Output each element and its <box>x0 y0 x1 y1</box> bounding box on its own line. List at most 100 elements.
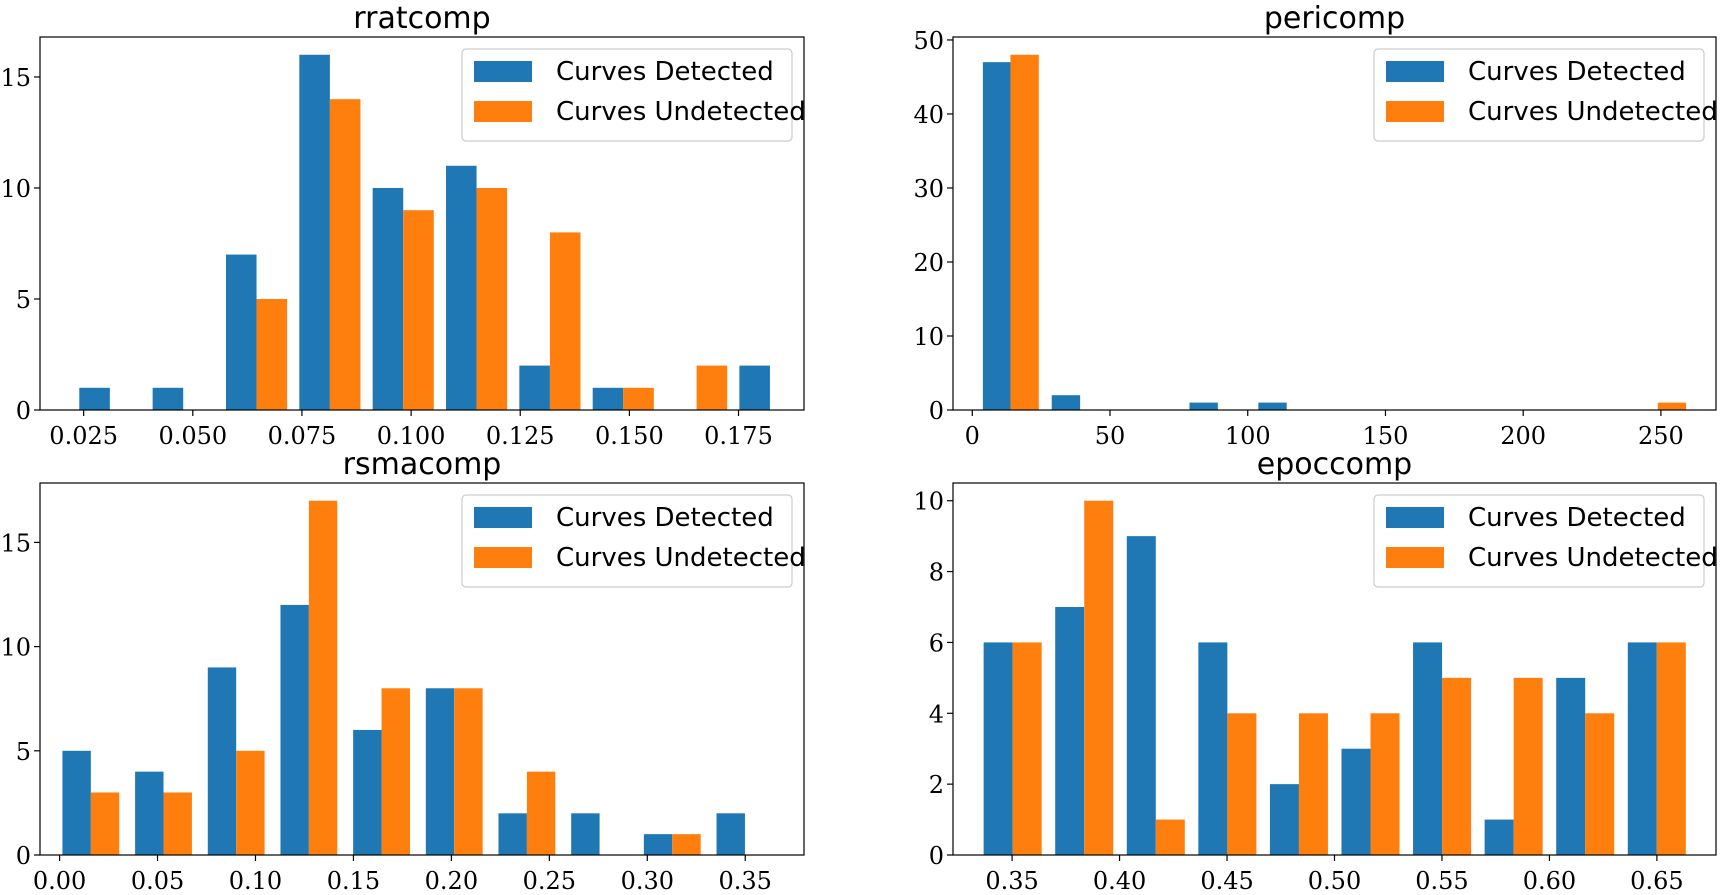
bar-detected-4 <box>1269 784 1299 855</box>
chart-rsmacomp: rsmacomp 0.00 0.05 0.10 0.15 0.20 0.25 0.30 0.35… <box>0 447 805 895</box>
y-tick-label: 0 <box>16 842 31 870</box>
y-tick-label: 8 <box>929 559 944 587</box>
legend-label-detected: Curves Detected <box>1468 57 1686 87</box>
bar-undetected-2 <box>256 298 288 410</box>
bar-detected-4 <box>1258 402 1287 410</box>
bar-undetected-1 <box>1084 500 1114 855</box>
x-tick-label: 0.25 <box>523 867 576 895</box>
x-tick-label: 0.35 <box>719 867 772 895</box>
bar-undetected-7 <box>623 387 654 410</box>
x-tick-label: 200 <box>1500 422 1546 450</box>
axes-frame <box>952 36 1717 411</box>
bar-undetected-6 <box>549 232 581 410</box>
x-tick-label: 0.55 <box>1415 867 1468 895</box>
x-tick-label: 0.150 <box>595 422 664 450</box>
x-tick-label: 0.60 <box>1523 867 1576 895</box>
x-tick-label: 0.00 <box>33 867 86 895</box>
bar-detected-5 <box>1341 748 1371 855</box>
bar-detected-4 <box>372 187 404 410</box>
chart-epoccomp: epoccomp 0.35 0.40 0.45 0.50 0.55 0.60 0.65 0 2 4 6… <box>913 447 1717 895</box>
bar-undetected-9 <box>1657 402 1687 410</box>
bar-undetected-0 <box>90 792 120 855</box>
bar-detected-7 <box>592 387 624 410</box>
y-tick-label: 2 <box>929 771 944 799</box>
y-tick-label: 6 <box>929 629 944 657</box>
bar-detected-3 <box>299 54 330 411</box>
bar-detected-2 <box>1126 536 1156 855</box>
legend-swatch-undetected <box>1386 101 1444 122</box>
bar-undetected-0 <box>1010 54 1039 411</box>
bar-undetected-4 <box>381 688 410 855</box>
bar-detected-3 <box>1189 402 1218 410</box>
x-tick-label: 0.40 <box>1093 867 1146 895</box>
y-tick-label: 50 <box>913 27 944 55</box>
y-tick-label: 0 <box>929 842 944 870</box>
legend-label-undetected: Curves Undetected <box>1468 543 1718 573</box>
x-tick-label: 0.125 <box>486 422 555 450</box>
axes-frame <box>39 36 805 411</box>
bar-detected-5 <box>425 688 455 855</box>
legend-label-detected: Curves Detected <box>1468 503 1686 533</box>
axes-frame <box>39 482 805 856</box>
x-tick-label: 0.20 <box>425 867 478 895</box>
bar-detected-1 <box>1051 395 1081 410</box>
x-tick-label: 0.35 <box>985 867 1038 895</box>
legend: Curves Detected Curves Undetected <box>461 48 806 142</box>
x-tick-label: 0.025 <box>49 422 118 450</box>
y-tick-label: 40 <box>913 101 944 129</box>
bar-undetected-1 <box>163 792 192 855</box>
bar-detected-0 <box>983 642 1013 855</box>
x-tick-label: 0.075 <box>268 422 337 450</box>
legend: Curves Detected Curves Undetected <box>461 494 806 588</box>
x-tick-label: 0.45 <box>1200 867 1253 895</box>
bar-detected-6 <box>1413 642 1443 855</box>
legend-swatch-detected <box>1386 61 1444 82</box>
chart-title: epoccomp <box>1257 447 1412 482</box>
legend-label-undetected: Curves Undetected <box>556 97 806 127</box>
y-tick-label: 10 <box>913 488 944 516</box>
legend: Curves Detected Curves Undetected <box>1373 48 1718 142</box>
bar-detected-5 <box>446 165 477 410</box>
chart-rratcomp: rratcomp 0.025 0.050 0.075 0.100 0.125 0.150 0.… <box>0 1 805 450</box>
legend: Curves Detected Curves Undetected <box>1373 494 1718 588</box>
y-tick-label: 15 <box>0 529 31 557</box>
chart-title: pericomp <box>1264 1 1405 36</box>
legend-frame <box>461 48 793 142</box>
bar-undetected-5 <box>1370 713 1400 855</box>
chart-title: rsmacomp <box>343 447 502 482</box>
legend-swatch-undetected <box>474 101 532 122</box>
legend-swatch-detected <box>1386 507 1444 528</box>
bar-undetected-7 <box>1513 677 1543 855</box>
bar-detected-9 <box>1627 642 1657 855</box>
x-tick-label: 0.50 <box>1308 867 1361 895</box>
y-tick-label: 10 <box>0 175 31 203</box>
legend-label-undetected: Curves Undetected <box>1468 97 1718 127</box>
bar-undetected-8 <box>1585 713 1615 855</box>
bar-undetected-3 <box>1227 713 1257 855</box>
bar-detected-1 <box>135 771 164 855</box>
chart-title: rratcomp <box>353 1 490 36</box>
legend-swatch-detected <box>474 61 532 82</box>
x-tick-label: 0.175 <box>704 422 773 450</box>
x-tick-label: 50 <box>1095 422 1126 450</box>
y-tick-label: 0 <box>929 397 944 425</box>
y-tick-label: 5 <box>16 738 31 766</box>
bar-detected-8 <box>1556 677 1586 855</box>
legend-frame <box>461 494 793 588</box>
y-tick-label: 5 <box>16 286 31 314</box>
bar-detected-1 <box>152 387 184 410</box>
bar-undetected-4 <box>1298 713 1328 855</box>
bar-undetected-5 <box>454 688 483 855</box>
bar-detected-2 <box>207 667 237 855</box>
bar-undetected-2 <box>236 750 265 855</box>
legend-frame <box>1373 48 1705 142</box>
legend-swatch-undetected <box>1386 547 1444 568</box>
bar-detected-3 <box>1198 642 1228 855</box>
y-tick-label: 20 <box>913 249 944 277</box>
bar-detected-0 <box>79 387 110 410</box>
x-tick-label: 0.100 <box>377 422 446 450</box>
legend-label-detected: Curves Detected <box>556 503 774 533</box>
bar-detected-4 <box>353 729 382 855</box>
bar-undetected-9 <box>1656 642 1686 855</box>
